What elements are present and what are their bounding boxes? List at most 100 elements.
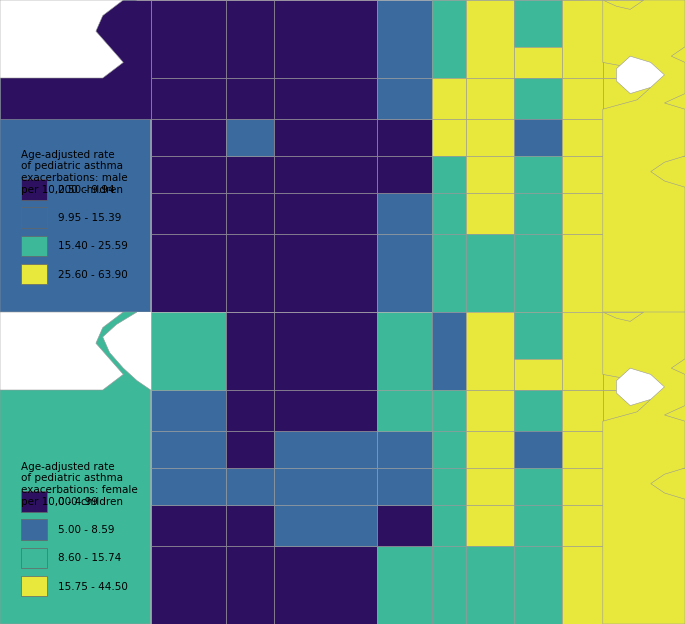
Text: Age-adjusted rate
of pediatric asthma
exacerbations: male
per 10,000 children: Age-adjusted rate of pediatric asthma ex…: [21, 150, 127, 195]
Polygon shape: [466, 119, 514, 156]
Polygon shape: [432, 156, 466, 193]
Polygon shape: [274, 78, 377, 119]
Polygon shape: [514, 234, 562, 312]
Polygon shape: [514, 0, 562, 78]
Polygon shape: [603, 390, 685, 431]
Polygon shape: [603, 234, 685, 312]
Polygon shape: [603, 505, 685, 546]
Polygon shape: [151, 234, 226, 312]
Polygon shape: [603, 546, 685, 624]
Polygon shape: [603, 234, 685, 312]
Polygon shape: [432, 546, 466, 624]
Polygon shape: [603, 0, 685, 312]
Polygon shape: [514, 156, 562, 193]
Polygon shape: [432, 431, 466, 468]
Polygon shape: [466, 78, 514, 119]
Polygon shape: [514, 546, 562, 624]
Polygon shape: [466, 546, 514, 624]
Polygon shape: [466, 546, 514, 624]
Text: 5.00 - 8.59: 5.00 - 8.59: [58, 525, 114, 535]
Polygon shape: [562, 431, 603, 468]
Polygon shape: [562, 390, 603, 431]
Polygon shape: [226, 193, 274, 234]
Polygon shape: [562, 0, 603, 78]
Polygon shape: [603, 78, 685, 119]
Polygon shape: [432, 312, 466, 390]
Polygon shape: [466, 0, 514, 78]
Polygon shape: [466, 193, 514, 234]
Polygon shape: [514, 78, 562, 119]
Polygon shape: [432, 468, 466, 505]
Polygon shape: [514, 546, 562, 624]
Polygon shape: [562, 119, 603, 156]
Polygon shape: [0, 0, 151, 119]
Polygon shape: [432, 390, 466, 431]
Polygon shape: [603, 193, 685, 234]
Polygon shape: [514, 78, 562, 119]
Polygon shape: [274, 193, 377, 234]
Polygon shape: [377, 156, 432, 193]
Polygon shape: [432, 234, 466, 312]
Polygon shape: [603, 468, 685, 505]
Polygon shape: [377, 119, 432, 156]
Polygon shape: [0, 312, 123, 390]
Polygon shape: [514, 0, 562, 47]
Polygon shape: [432, 431, 466, 468]
Polygon shape: [466, 390, 514, 431]
Polygon shape: [151, 390, 226, 431]
Polygon shape: [562, 312, 603, 390]
Polygon shape: [514, 468, 562, 505]
Polygon shape: [514, 505, 562, 546]
Polygon shape: [377, 193, 432, 234]
Polygon shape: [514, 468, 562, 505]
Polygon shape: [226, 390, 274, 431]
Polygon shape: [226, 431, 274, 468]
Polygon shape: [377, 431, 432, 468]
Polygon shape: [514, 431, 562, 468]
Polygon shape: [432, 119, 466, 156]
Polygon shape: [603, 156, 685, 193]
Text: 9.95 - 15.39: 9.95 - 15.39: [58, 213, 122, 223]
Polygon shape: [432, 0, 466, 78]
Polygon shape: [514, 312, 562, 390]
Polygon shape: [466, 234, 514, 312]
Polygon shape: [514, 505, 562, 546]
Polygon shape: [466, 505, 514, 546]
Polygon shape: [514, 359, 562, 390]
Polygon shape: [432, 505, 466, 546]
Polygon shape: [151, 505, 226, 546]
Polygon shape: [466, 156, 514, 193]
Polygon shape: [514, 119, 562, 156]
Polygon shape: [562, 0, 685, 312]
Polygon shape: [562, 193, 603, 234]
Polygon shape: [603, 468, 685, 505]
Polygon shape: [562, 505, 603, 546]
Polygon shape: [274, 390, 377, 431]
Polygon shape: [562, 0, 603, 78]
Polygon shape: [603, 546, 685, 624]
Text: 2.50 - 9.94: 2.50 - 9.94: [58, 185, 115, 195]
Polygon shape: [0, 312, 151, 624]
Text: 0 - 4.99: 0 - 4.99: [58, 497, 98, 507]
Polygon shape: [432, 78, 466, 119]
Polygon shape: [274, 546, 377, 624]
Polygon shape: [466, 312, 514, 390]
Polygon shape: [377, 390, 432, 431]
Polygon shape: [151, 156, 226, 193]
Polygon shape: [151, 0, 226, 78]
Polygon shape: [514, 234, 562, 312]
Bar: [21, 264, 47, 284]
Polygon shape: [432, 390, 466, 431]
Polygon shape: [562, 193, 603, 234]
Polygon shape: [562, 234, 603, 312]
Polygon shape: [432, 193, 466, 234]
Polygon shape: [616, 368, 664, 406]
Polygon shape: [466, 468, 514, 505]
Polygon shape: [562, 119, 603, 156]
Polygon shape: [432, 119, 466, 156]
Polygon shape: [562, 431, 603, 468]
Polygon shape: [466, 312, 514, 390]
Polygon shape: [377, 78, 432, 119]
Polygon shape: [514, 156, 562, 193]
Polygon shape: [226, 468, 274, 505]
